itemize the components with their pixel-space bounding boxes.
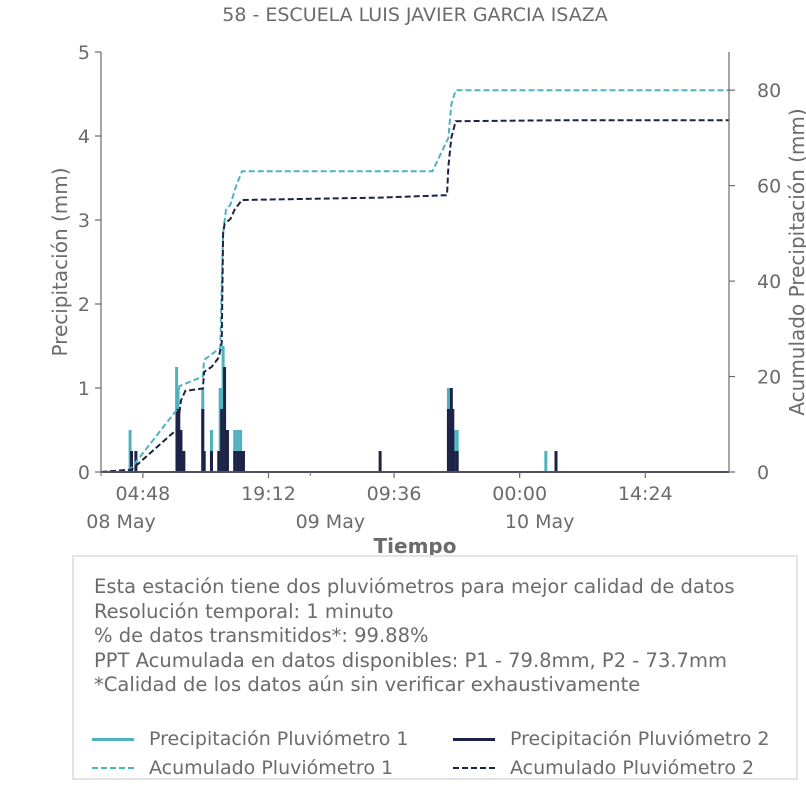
bar-s2-21 [452,451,456,472]
ytick-right-label-0: 0 [757,462,769,484]
plot-marks [100,89,729,473]
legend-label-accum-p2: Acumulado Pluviómetro 2 [510,757,755,779]
ytick-right-label-3: 60 [757,176,781,198]
bar-s2-10 [220,409,224,472]
series-1 [101,346,729,473]
date-label-0: 08 May [86,511,156,533]
chart-title: 58 - ESCUELA LUIS JAVIER GARCIA ISAZA [222,4,607,26]
info-line-resolution: Resolución temporal: 1 minuto [94,599,394,623]
bar-s2-13 [233,451,237,472]
bar-s2-3 [177,409,181,472]
ytick-left-label-4: 4 [78,126,90,148]
bar-s2-11 [223,367,227,472]
xtick-label-0: 04:48 [115,483,170,505]
ytick-left-label-5: 5 [78,42,90,64]
accum-line-1 [100,89,729,473]
legend-swatch-accum-p2 [453,767,495,769]
station-info: Esta estación tiene dos pluviómetros par… [94,575,735,698]
bar-s2-9 [217,451,221,472]
series-4 [100,119,729,473]
x-axis-label: Tiempo [374,534,457,558]
bar-s2-6 [201,409,205,472]
y-axis-right-label: Acumulado Precipitación (mm) [785,108,806,415]
precipitation-chart: 58 - ESCUELA LUIS JAVIER GARCIA ISAZA 0 1… [48,4,806,558]
bar-s2-20 [451,409,455,472]
bar-s2-0 [130,451,134,472]
ytick-left-label-0: 0 [78,462,90,484]
ytick-left-label-1: 1 [78,378,90,400]
legend-label-precip-p2: Precipitación Pluviómetro 2 [510,728,770,750]
bar-s2-16 [241,451,245,472]
legend-swatch-accum-p1 [92,767,134,769]
ytick-right-label-2: 40 [757,271,781,293]
legend-label-accum-p1: Acumulado Pluviómetro 1 [149,757,394,779]
series-2 [101,367,729,473]
xtick-label-2: 09:36 [367,483,422,505]
bar-s2-5 [182,451,186,472]
bar-s2-22 [455,451,459,472]
info-line-accumulated: PPT Acumulada en datos disponibles: P1 -… [94,648,727,672]
date-label-1: 09 May [296,511,366,533]
bar-s1-16 [544,451,548,472]
series-3 [100,89,729,473]
legend-label-precip-p1: Precipitación Pluviómetro 1 [149,728,409,750]
date-label-2: 10 May [505,511,575,533]
ytick-left-label-3: 3 [78,210,90,232]
ytick-left-label-2: 2 [78,294,90,316]
legend-swatch-precip-p2 [453,738,495,741]
ytick-right-label-1: 20 [757,367,781,389]
bar-s2-23 [554,451,558,472]
info-line-dual-gauges: Esta estación tiene dos pluviómetros par… [94,575,735,598]
bar-s2-12 [225,430,229,472]
bar-s2-15 [239,451,243,472]
info-box: Esta estación tiene dos pluviómetros par… [72,555,798,780]
y-axis-left-label: Precipitación (mm) [48,167,72,356]
bar-s2-7 [202,451,206,472]
accum-line-2 [100,119,729,473]
chart-axes: 0 1 2 3 4 5 0 20 40 60 80 04:48 19:12 09:36 00:00 14:24… [78,42,781,533]
bar-s2-18 [446,409,450,472]
ytick-right-label-4: 80 [757,80,781,102]
info-line-quality-note: *Calidad de los datos aún sin verificar … [94,673,641,696]
info-line-transmitted: % de datos transmitidos*: 99.88% [94,624,429,647]
bar-s2-17 [378,451,382,472]
bar-s2-4 [179,430,183,472]
xtick-label-3: 00:00 [492,483,547,505]
xtick-label-4: 14:24 [618,483,673,505]
bar-s2-8 [209,451,213,472]
legend-swatch-precip-p1 [92,738,134,741]
bar-s2-14 [236,451,240,472]
xtick-label-1: 19:12 [241,483,296,505]
